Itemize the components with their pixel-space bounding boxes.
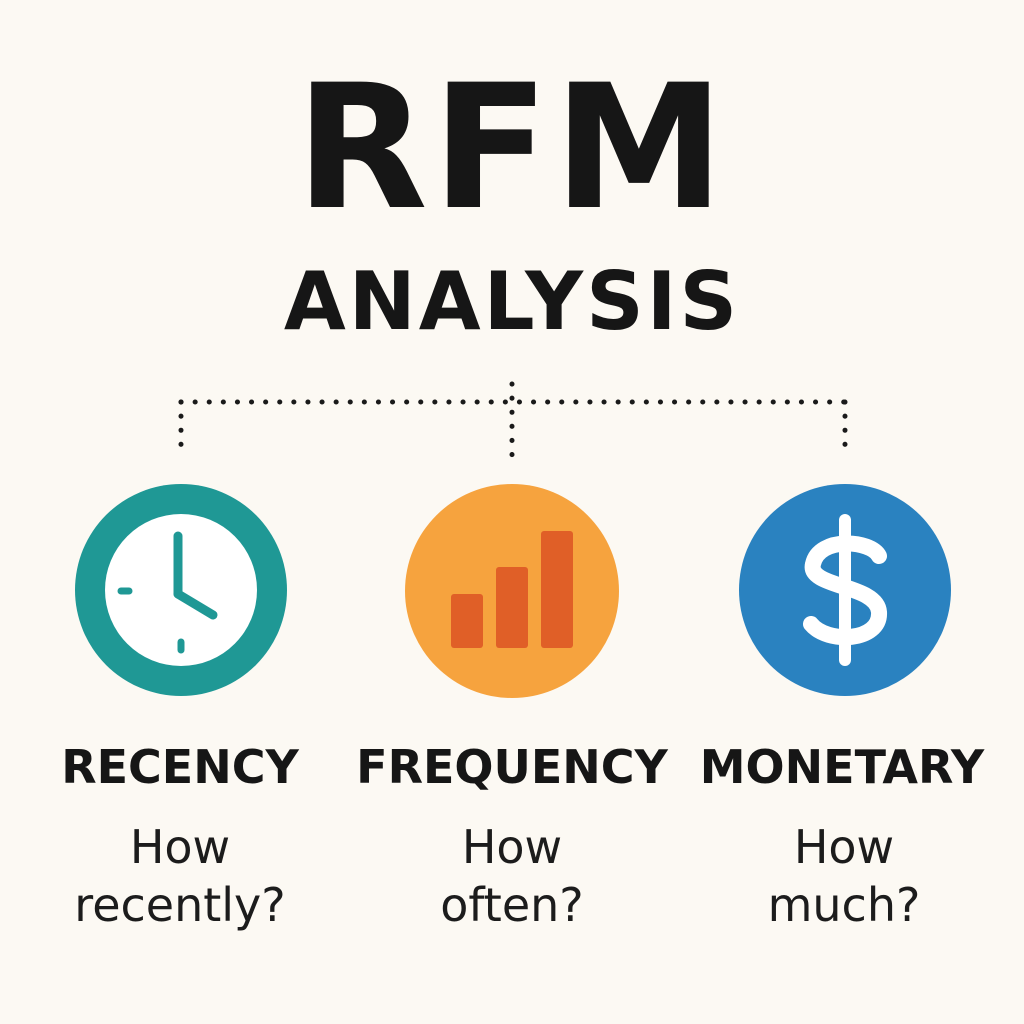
- recency-question-line1: How: [129, 820, 231, 874]
- recency-label: RECENCY: [61, 740, 299, 794]
- monetary-question-line2: much?: [767, 878, 921, 932]
- frequency-question-line1: How: [461, 820, 563, 874]
- monetary-question: How much?: [679, 818, 1009, 934]
- dotted-connector: [178, 381, 848, 461]
- frequency-question: How often?: [347, 818, 677, 934]
- frequency-question-line2: often?: [440, 878, 584, 932]
- recency-question: How recently?: [15, 818, 345, 934]
- recency-question-line2: recently?: [74, 878, 286, 932]
- frequency-label: FREQUENCY: [356, 740, 668, 794]
- clock-icon: [75, 484, 287, 696]
- monetary-label: MONETARY: [699, 740, 985, 794]
- page-title: RFM: [295, 47, 729, 248]
- monetary-question-line1: How: [793, 820, 895, 874]
- bar-chart-icon: [405, 484, 619, 698]
- page-subtitle: ANALYSIS: [283, 255, 741, 348]
- dollar-icon: [739, 484, 951, 696]
